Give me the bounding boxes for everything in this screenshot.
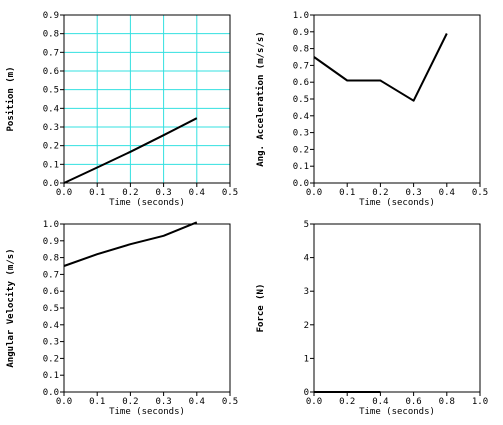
y-tick-label: 0.9 <box>43 11 59 21</box>
x-tick-label: 0.1 <box>89 397 105 407</box>
y-tick-label: 0.7 <box>293 61 309 71</box>
y-tick-label: 0.1 <box>43 371 59 381</box>
y-tick-label: 0.6 <box>293 78 309 88</box>
x-tick-label: 0.1 <box>89 188 105 198</box>
y-tick-label: 0.4 <box>293 112 309 122</box>
y-tick-label: 0.2 <box>43 142 59 152</box>
x-tick-label: 0.6 <box>405 397 421 407</box>
x-tick-label: 0.3 <box>155 188 171 198</box>
chart-1: 0.0 0.1 0.2 0.3 0.4 0.5 0.6 0.7 0.8 0.9 0.0 0.1 0.2 0… <box>5 11 238 208</box>
y-tick-label: 1 <box>304 354 309 364</box>
y-tick-label: 0.8 <box>43 254 59 264</box>
y-tick-label: 0.7 <box>43 48 59 58</box>
x-tick-label: 0.2 <box>122 188 138 198</box>
x-tick-label: 0.2 <box>339 397 355 407</box>
x-tick-label: 0.0 <box>56 397 72 407</box>
x-tick-label: 0.3 <box>155 397 171 407</box>
x-tick-label: 0.2 <box>122 397 138 407</box>
chart-2: 0.0 0.1 0.2 0.3 0.4 0.5 0.6 0.7 0.8 0.9 1.0 0.0 0.1 0… <box>255 11 488 208</box>
y-axis-title: Position (m) <box>5 66 16 131</box>
y-tick-label: 0.5 <box>293 95 309 105</box>
series-line <box>313 33 448 102</box>
y-tick-label: 0.1 <box>293 162 309 172</box>
x-axis-title: Time (seconds) <box>359 198 435 208</box>
chart-4: 0 1 2 3 4 5 0.0 0.2 0.4 0.6 0.8 1.0 Time (seconds) Fo… <box>256 220 488 417</box>
x-axis-title: Time (seconds) <box>109 198 185 208</box>
x-tick-label: 0.0 <box>56 188 72 198</box>
x-tick-label: 0.0 <box>306 397 322 407</box>
y-axis-title: Ang. Acceleration (m/s/s) <box>255 31 266 166</box>
y-tick-label: 0.6 <box>43 287 59 297</box>
x-axis-title: Time (seconds) <box>359 407 435 417</box>
y-tick-label: 0.9 <box>43 237 59 247</box>
y-axis-title: Force (N) <box>256 284 266 333</box>
x-tick-label: 0.5 <box>222 188 238 198</box>
y-tick-label: 0.4 <box>43 321 59 331</box>
y-axis-title: Angular Velocity (m/s) <box>5 248 16 367</box>
x-tick-label: 0.4 <box>439 188 455 198</box>
y-tick-label: 0.5 <box>43 304 59 314</box>
y-tick-label: 0.3 <box>43 338 59 348</box>
y-tick-label: 0.3 <box>43 123 59 133</box>
plot-frame <box>63 14 231 184</box>
x-tick-label: 0.2 <box>372 188 388 198</box>
y-tick-label: 0.9 <box>293 28 309 38</box>
x-tick-label: 0.4 <box>372 397 388 407</box>
y-tick-label: 5 <box>304 220 309 230</box>
series-line <box>63 117 198 184</box>
plot-frame <box>63 223 231 393</box>
x-tick-label: 0.8 <box>439 397 455 407</box>
y-tick-label: 0.2 <box>43 354 59 364</box>
y-tick-label: 0.5 <box>43 86 59 96</box>
series-line <box>63 221 198 267</box>
x-tick-label: 0.3 <box>405 188 421 198</box>
y-tick-label: 0.2 <box>293 145 309 155</box>
y-tick-label: 0.0 <box>43 388 59 398</box>
y-tick-label: 3 <box>304 287 309 297</box>
grid <box>63 14 231 184</box>
y-tick-label: 2 <box>304 321 309 331</box>
x-tick-label: 0.4 <box>189 188 205 198</box>
y-tick-label: 0.4 <box>43 104 59 114</box>
y-tick-label: 0.0 <box>293 179 309 189</box>
x-tick-label: 0.1 <box>339 188 355 198</box>
x-tick-label: 0.4 <box>189 397 205 407</box>
y-tick-label: 1.0 <box>293 11 309 21</box>
plot-frame <box>313 223 481 393</box>
y-tick-label: 4 <box>304 254 309 264</box>
chart-3: 0.0 0.1 0.2 0.3 0.4 0.5 0.6 0.7 0.8 0.9 1.0 0.0 0.1 0… <box>5 220 238 417</box>
y-tick-label: 0.7 <box>43 270 59 280</box>
y-tick-label: 0.3 <box>293 129 309 139</box>
y-tick-label: 0.1 <box>43 160 59 170</box>
x-tick-label: 0.5 <box>222 397 238 407</box>
plot-frame <box>313 14 481 184</box>
y-tick-label: 0.6 <box>43 67 59 77</box>
x-tick-label: 0.0 <box>306 188 322 198</box>
y-tick-label: 0.0 <box>43 179 59 189</box>
x-tick-label: 0.5 <box>472 188 488 198</box>
y-tick-label: 0 <box>304 388 309 398</box>
x-tick-label: 1.0 <box>472 397 488 407</box>
y-tick-label: 1.0 <box>43 220 59 230</box>
y-tick-label: 0.8 <box>43 30 59 40</box>
y-tick-label: 0.8 <box>293 45 309 55</box>
x-axis-title: Time (seconds) <box>109 407 185 417</box>
